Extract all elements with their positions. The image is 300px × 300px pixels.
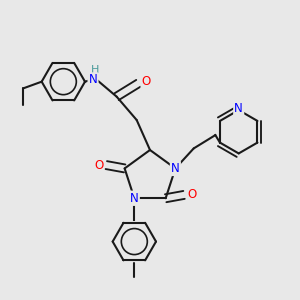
Text: O: O [141,75,150,88]
Text: N: N [171,162,180,175]
Text: O: O [94,159,104,172]
Text: H: H [91,65,99,75]
Text: N: N [130,192,139,205]
Text: N: N [234,102,243,115]
Text: N: N [88,74,98,86]
Text: O: O [188,188,197,201]
